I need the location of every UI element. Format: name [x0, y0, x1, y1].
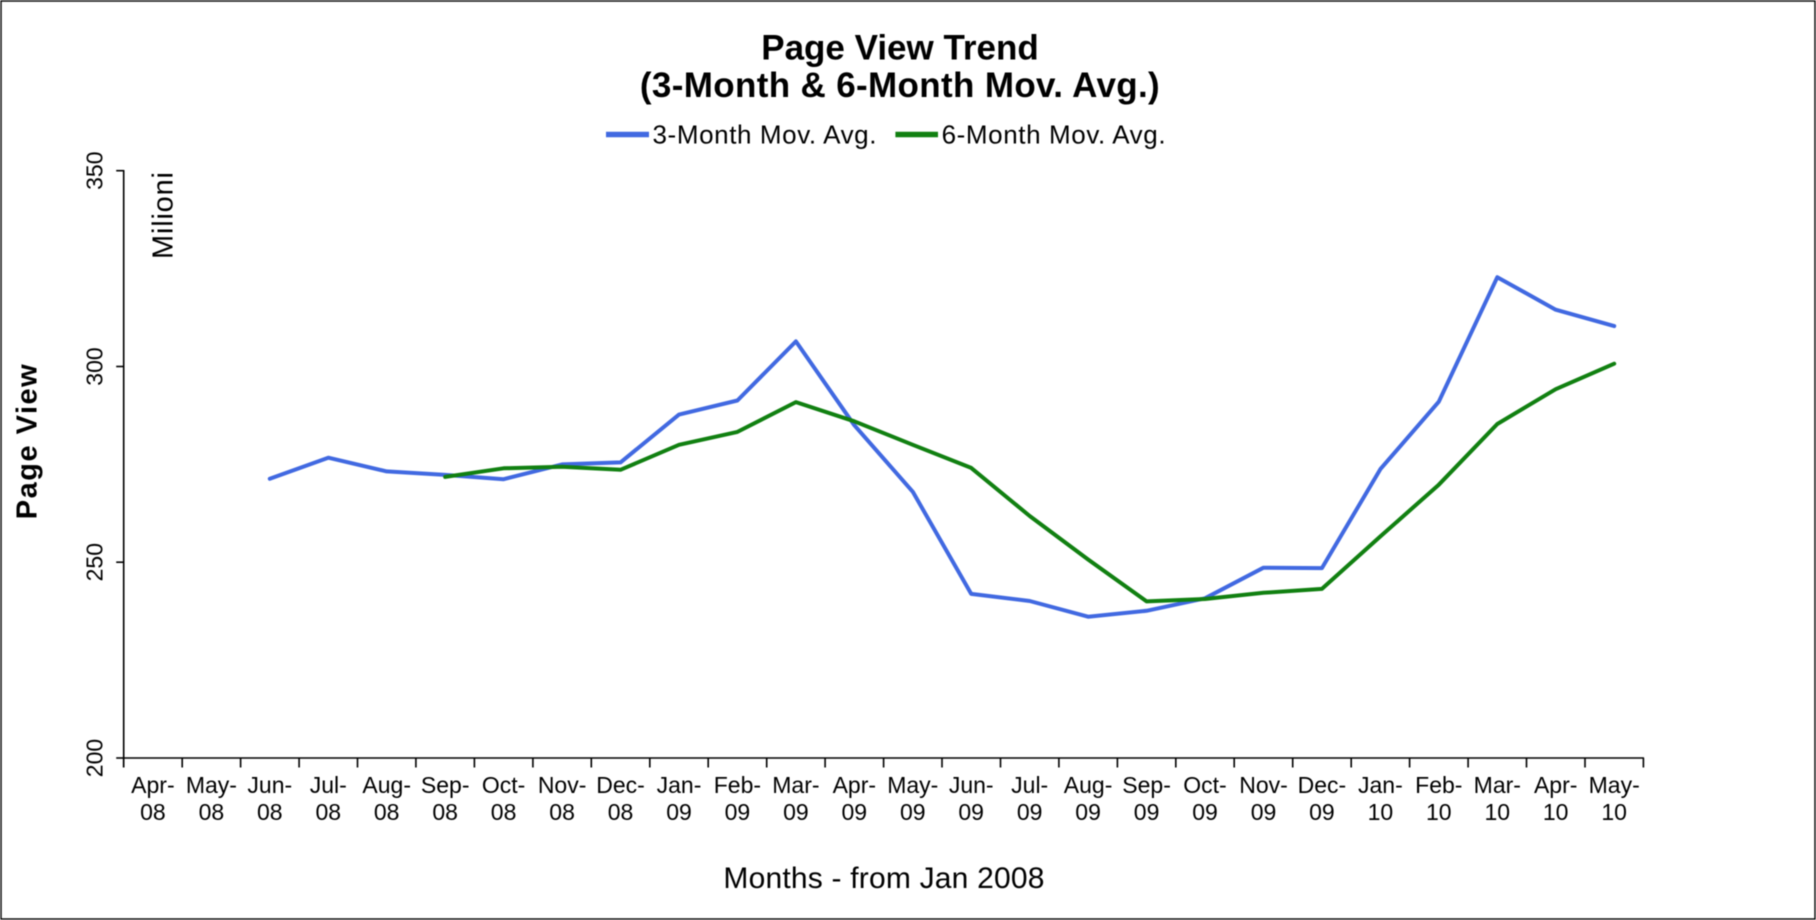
svg-text:May-: May- — [887, 772, 938, 798]
svg-text:08: 08 — [491, 799, 517, 825]
svg-text:08: 08 — [316, 799, 342, 825]
svg-text:Dec-: Dec- — [1298, 772, 1347, 798]
svg-text:May-: May- — [186, 772, 237, 798]
svg-text:Nov-: Nov- — [538, 772, 587, 798]
svg-text:Aug-: Aug- — [362, 772, 411, 798]
svg-text:08: 08 — [432, 799, 458, 825]
svg-text:08: 08 — [374, 799, 400, 825]
svg-text:Feb-: Feb- — [714, 772, 761, 798]
svg-text:Sep-: Sep- — [1122, 772, 1171, 798]
svg-text:Months - from Jan 2008: Months - from Jan 2008 — [723, 862, 1044, 895]
svg-text:Page View: Page View — [12, 363, 44, 519]
svg-text:08: 08 — [140, 799, 166, 825]
svg-text:Jul-: Jul- — [310, 772, 347, 798]
svg-text:09: 09 — [1309, 799, 1335, 825]
svg-text:10: 10 — [1485, 799, 1511, 825]
svg-text:08: 08 — [608, 799, 634, 825]
svg-text:Mar-: Mar- — [772, 772, 819, 798]
svg-text:Jul-: Jul- — [1011, 772, 1048, 798]
svg-text:6-Month Mov. Avg.: 6-Month Mov. Avg. — [942, 120, 1167, 150]
svg-text:09: 09 — [666, 799, 692, 825]
svg-text:09: 09 — [1075, 799, 1101, 825]
svg-text:09: 09 — [783, 799, 809, 825]
svg-text:Jan-: Jan- — [1358, 772, 1403, 798]
svg-text:08: 08 — [549, 799, 575, 825]
svg-text:09: 09 — [1192, 799, 1218, 825]
svg-text:Feb-: Feb- — [1415, 772, 1462, 798]
svg-text:Oct-: Oct- — [482, 772, 525, 798]
svg-text:300: 300 — [82, 347, 108, 385]
svg-text:Mar-: Mar- — [1474, 772, 1521, 798]
svg-text:Apr-: Apr- — [131, 772, 174, 798]
svg-text:10: 10 — [1601, 799, 1627, 825]
svg-text:Apr-: Apr- — [833, 772, 876, 798]
svg-text:350: 350 — [82, 152, 108, 190]
svg-text:09: 09 — [1017, 799, 1043, 825]
svg-text:200: 200 — [82, 739, 108, 777]
svg-text:09: 09 — [1134, 799, 1160, 825]
svg-text:09: 09 — [958, 799, 984, 825]
svg-text:Jun-: Jun- — [949, 772, 994, 798]
svg-text:(3-Month & 6-Month Mov. Avg.): (3-Month & 6-Month Mov. Avg.) — [640, 66, 1160, 105]
svg-text:10: 10 — [1543, 799, 1569, 825]
svg-text:Jan-: Jan- — [657, 772, 702, 798]
svg-text:09: 09 — [725, 799, 751, 825]
svg-text:Jun-: Jun- — [247, 772, 292, 798]
svg-text:08: 08 — [199, 799, 225, 825]
svg-text:Milioni: Milioni — [148, 171, 180, 259]
svg-text:3-Month Mov. Avg.: 3-Month Mov. Avg. — [653, 120, 878, 150]
svg-text:250: 250 — [82, 543, 108, 581]
svg-text:Dec-: Dec- — [596, 772, 645, 798]
svg-text:Sep-: Sep- — [421, 772, 470, 798]
svg-text:10: 10 — [1426, 799, 1452, 825]
svg-text:10: 10 — [1368, 799, 1394, 825]
svg-text:Aug-: Aug- — [1064, 772, 1113, 798]
svg-text:Nov-: Nov- — [1239, 772, 1288, 798]
svg-text:09: 09 — [900, 799, 926, 825]
svg-text:08: 08 — [257, 799, 283, 825]
svg-text:May-: May- — [1589, 772, 1640, 798]
svg-text:Oct-: Oct- — [1183, 772, 1226, 798]
svg-text:Page View Trend: Page View Trend — [761, 29, 1039, 68]
svg-text:09: 09 — [842, 799, 868, 825]
svg-text:Apr-: Apr- — [1534, 772, 1577, 798]
svg-text:09: 09 — [1251, 799, 1277, 825]
